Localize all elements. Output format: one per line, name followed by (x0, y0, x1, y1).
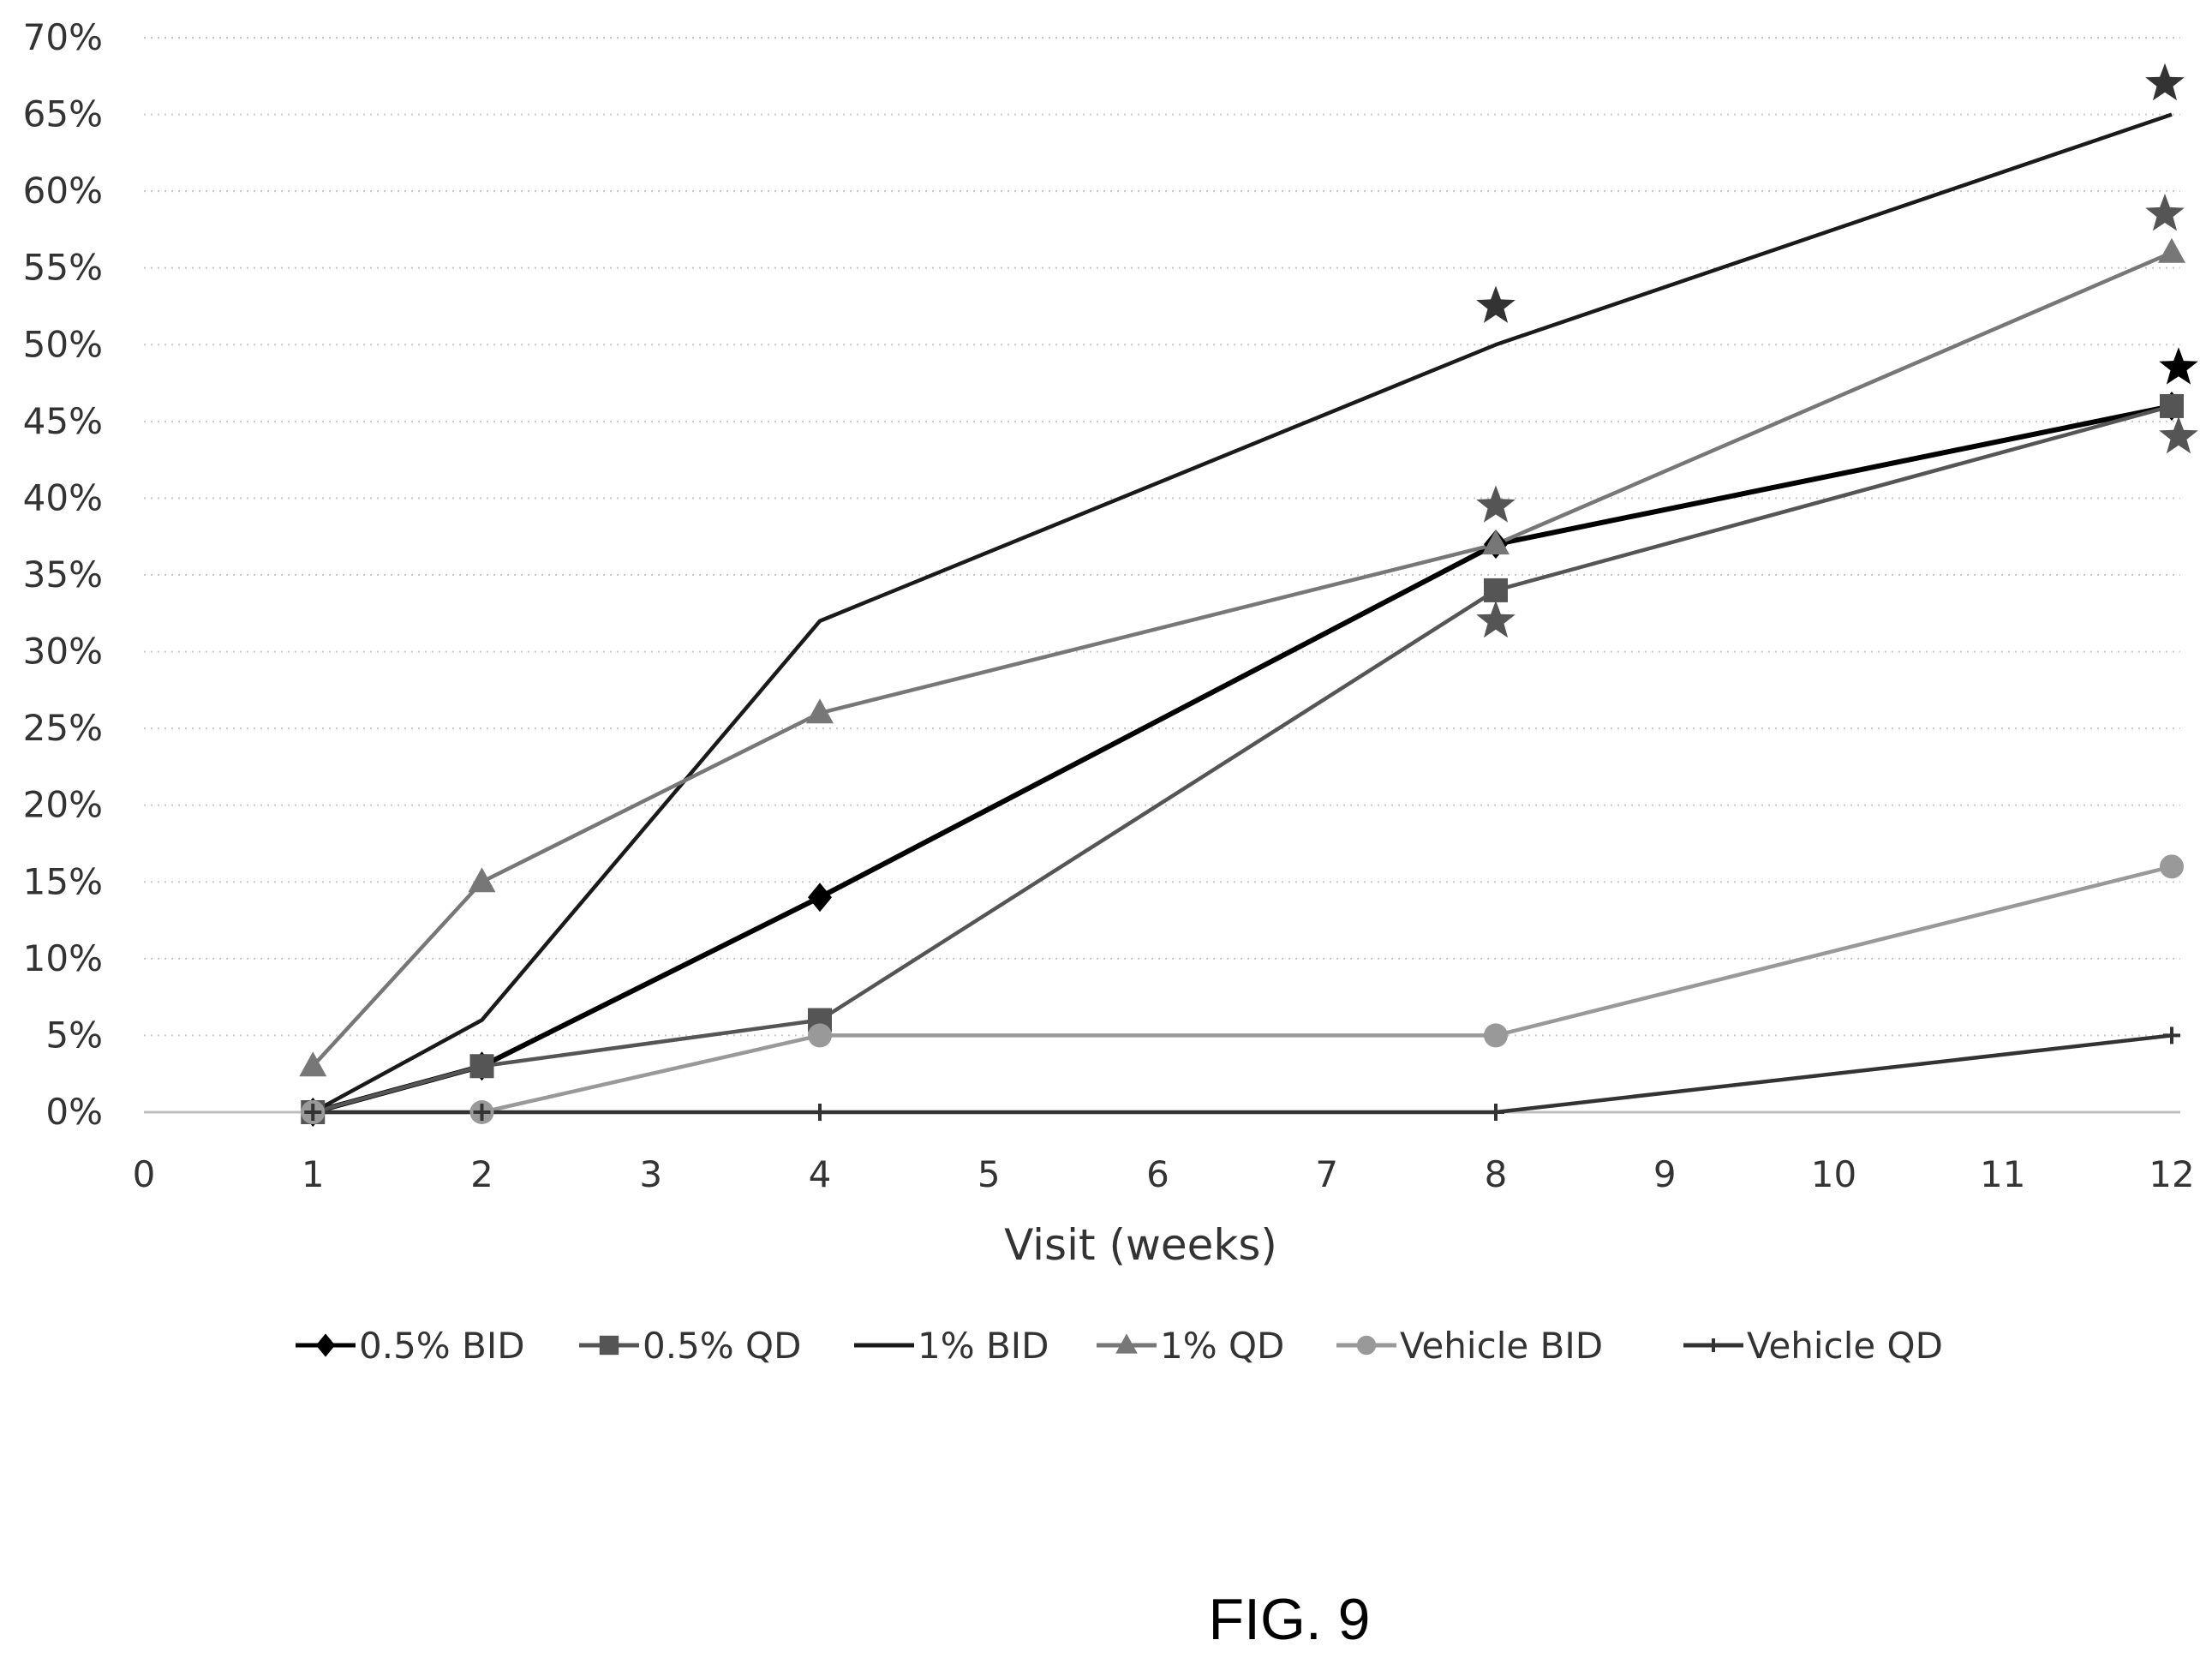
y-tick-label: 5% (45, 1014, 103, 1056)
legend-label: Vehicle BID (1400, 1325, 1603, 1367)
legend-entry: 0.5% QD (579, 1325, 801, 1367)
y-tick-label: 30% (23, 631, 103, 673)
significance-stars (1476, 63, 2198, 638)
x-tick-label: 4 (809, 1153, 832, 1195)
x-tick-label: 0 (133, 1153, 156, 1195)
series-line-5 (313, 1033, 2173, 1115)
legend-entry: 1% QD (1097, 1325, 1284, 1367)
data-point (2163, 1027, 2180, 1044)
x-tick-label: 8 (1485, 1153, 1508, 1195)
legend-marker (1356, 1335, 1377, 1356)
data-point (806, 698, 834, 724)
x-tick-label: 2 (470, 1153, 493, 1195)
y-tick-label: 10% (23, 937, 103, 979)
y-tick-label: 15% (23, 860, 103, 902)
legend-entry: Vehicle QD (1683, 1325, 1943, 1367)
series-line-0 (312, 404, 2173, 1115)
legend-label: 0.5% QD (643, 1325, 801, 1367)
y-tick-label: 45% (23, 400, 103, 442)
data-point (469, 1054, 494, 1079)
data-point (1487, 1104, 1504, 1121)
series-line-2 (312, 112, 2173, 1114)
y-axis-ticks: 0% 5% 10% 15% 20% 25% 30% 35% 40% 45% 50% 55% 60% 65%… (23, 16, 103, 1133)
x-tick-label: 1 (302, 1153, 325, 1195)
x-axis-ticks: 0 1 2 3 4 5 6 7 8 9 10 11 12 (133, 1153, 2195, 1195)
series-lines (311, 112, 2173, 1115)
series-line-1 (312, 404, 2173, 1115)
y-tick-label: 50% (23, 323, 103, 365)
significance-star (1476, 285, 1516, 323)
legend-entry: Vehicle BID (1336, 1325, 1603, 1367)
data-point (2160, 393, 2184, 418)
data-point (2160, 854, 2184, 879)
series-line-4 (313, 865, 2173, 1115)
data-point (1484, 1023, 1508, 1048)
y-tick-label: 40% (23, 476, 103, 518)
legend-marker (1707, 1338, 1720, 1352)
legend-marker (1115, 1333, 1138, 1354)
data-point (2158, 237, 2185, 263)
significance-star (2145, 63, 2185, 101)
significance-star (1476, 485, 1516, 523)
y-tick-label: 35% (23, 554, 103, 596)
y-tick-label: 20% (23, 784, 103, 826)
data-point (468, 867, 496, 893)
x-tick-label: 9 (1653, 1153, 1677, 1195)
legend-label: Vehicle QD (1747, 1325, 1943, 1367)
data-point (808, 1023, 832, 1048)
y-tick-label: 65% (23, 93, 103, 135)
data-point (473, 1104, 491, 1121)
y-tick-label: 70% (23, 16, 103, 58)
data-point (811, 1104, 828, 1121)
significance-star (2145, 194, 2185, 231)
x-axis-label: Visit (weeks) (1004, 1220, 1277, 1270)
x-tick-label: 5 (977, 1153, 1001, 1195)
x-tick-label: 7 (1315, 1153, 1338, 1195)
x-tick-label: 3 (639, 1153, 662, 1195)
x-tick-label: 11 (1980, 1153, 2025, 1195)
legend-entry: 1% BID (854, 1325, 1049, 1367)
significance-star (2159, 416, 2198, 454)
legend-label: 1% BID (918, 1325, 1049, 1367)
grid-lines (144, 37, 2180, 1037)
legend-marker (599, 1335, 619, 1356)
x-tick-label: 10 (1811, 1153, 1856, 1195)
y-tick-label: 25% (23, 707, 103, 749)
legend-marker (315, 1333, 336, 1357)
legend-label: 0.5% BID (359, 1325, 525, 1367)
significance-star (2159, 347, 2198, 385)
x-tick-label: 6 (1146, 1153, 1169, 1195)
y-tick-label: 60% (23, 170, 103, 212)
x-tick-label: 12 (2149, 1153, 2194, 1195)
y-tick-label: 0% (45, 1091, 103, 1133)
legend: 0.5% BID 0.5% QD 1% BID 1% QD Vehicle BID Veh… (296, 1325, 1943, 1367)
series-markers (299, 237, 2185, 1127)
figure-caption: FIG. 9 (1209, 1587, 1371, 1652)
series-line-3 (311, 250, 2173, 1068)
data-point (808, 883, 832, 913)
y-tick-label: 55% (23, 247, 103, 289)
data-point (299, 1051, 327, 1077)
data-point (1484, 578, 1508, 602)
significance-star (1476, 600, 1516, 638)
data-point (1482, 530, 1510, 555)
legend-label: 1% QD (1160, 1325, 1284, 1367)
data-point (304, 1104, 322, 1121)
legend-entry: 0.5% BID (296, 1325, 525, 1367)
